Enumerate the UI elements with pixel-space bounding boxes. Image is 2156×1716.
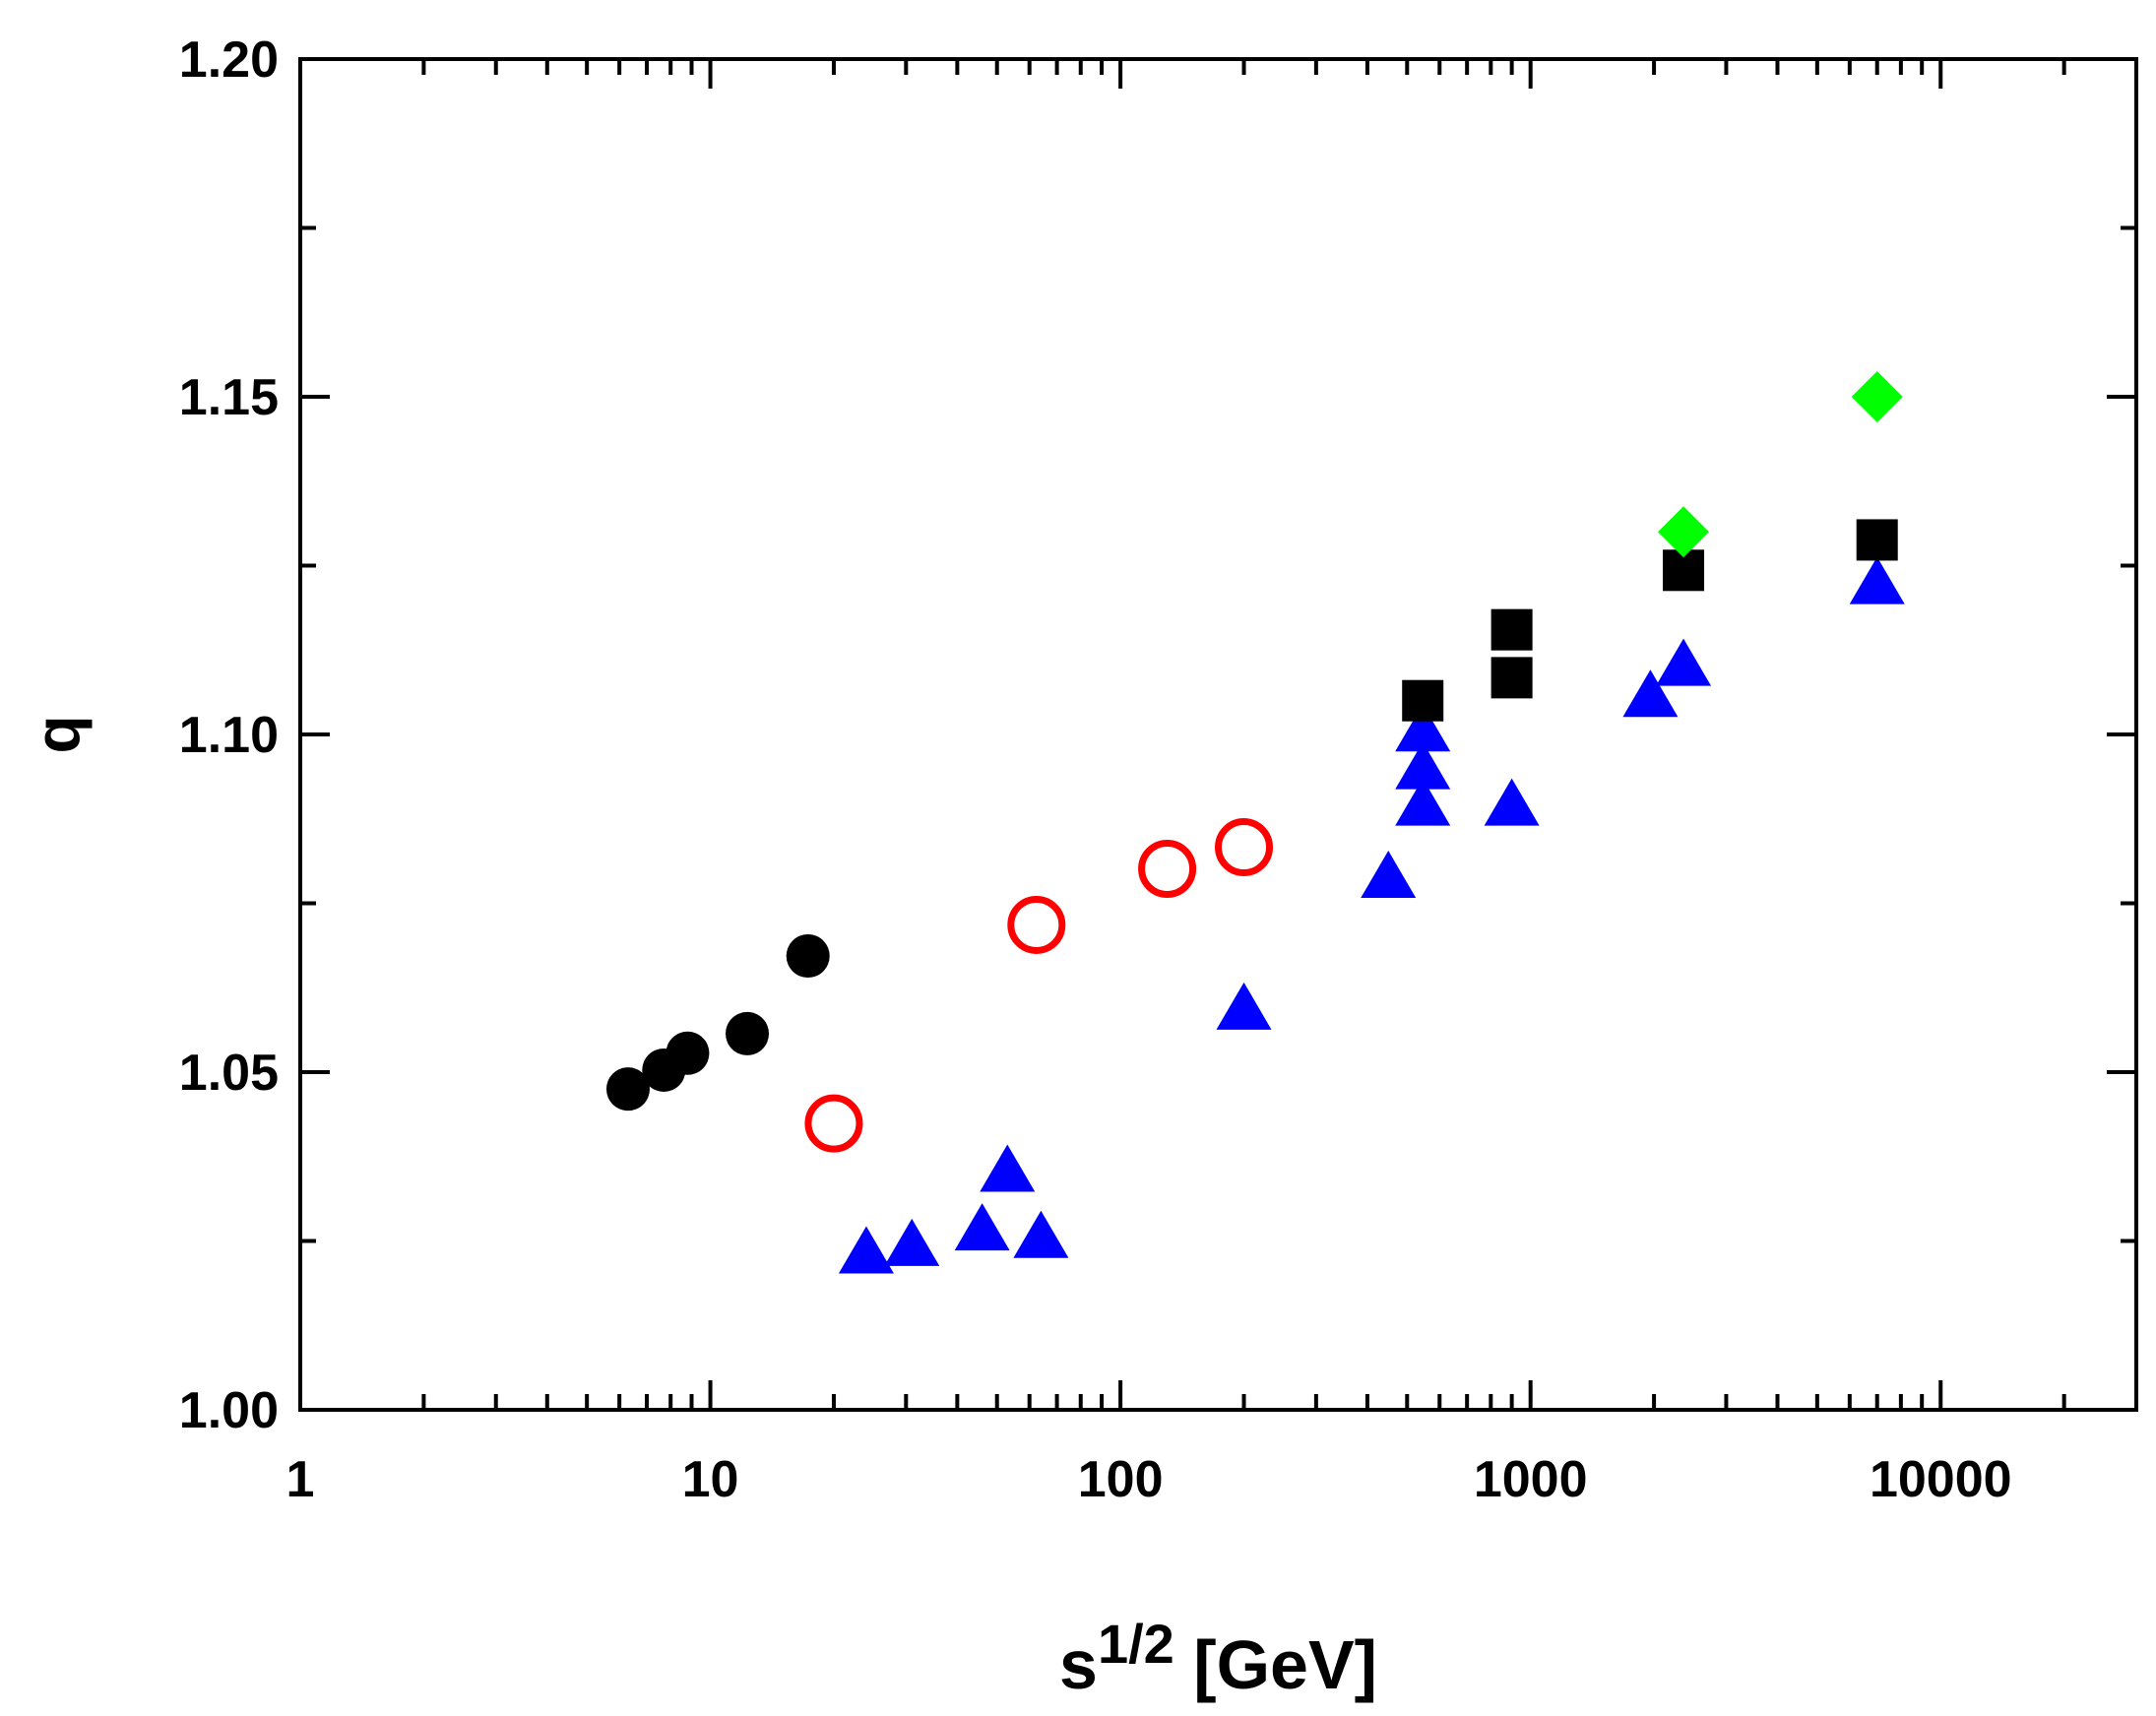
triangle-point bbox=[1216, 982, 1272, 1030]
y-tick-label: 1.10 bbox=[179, 707, 279, 764]
axes: 1 10 100 1000 10000 1.00 1.05 1.10 1.15 1.20 bbox=[179, 32, 2138, 1508]
x-axis-title-unit: [GeV] bbox=[1174, 1626, 1377, 1703]
open-circle-point bbox=[1138, 840, 1197, 899]
plot-markers bbox=[605, 371, 1905, 1274]
triangle-point bbox=[1013, 1210, 1069, 1258]
triangle-point bbox=[1849, 556, 1905, 604]
y-tick-label: 1.00 bbox=[179, 1382, 279, 1439]
x-tick-label: 10000 bbox=[1870, 1451, 2012, 1508]
triangle-point bbox=[1622, 669, 1679, 718]
triangle-point bbox=[838, 1226, 894, 1274]
triangle-point bbox=[884, 1218, 940, 1266]
x-tick-label: 100 bbox=[1078, 1451, 1164, 1508]
triangle-point bbox=[1484, 778, 1540, 826]
triangle-point bbox=[954, 1203, 1010, 1251]
x-tick-label: 1 bbox=[286, 1451, 315, 1508]
x-axis-title: s1/2 [GeV] bbox=[1059, 1613, 1377, 1703]
filled-circle-point bbox=[786, 934, 830, 979]
triangle-point bbox=[1361, 851, 1417, 899]
filled-circle-point bbox=[726, 1011, 770, 1055]
triangle-point bbox=[1656, 638, 1712, 686]
x-tick-label: 10 bbox=[682, 1451, 739, 1508]
filled-circle-point bbox=[666, 1031, 710, 1075]
diamond-point bbox=[1851, 371, 1903, 422]
y-tick-label: 1.20 bbox=[179, 32, 279, 89]
square-point bbox=[1490, 608, 1533, 651]
plot-frame bbox=[298, 57, 2138, 1412]
triangle-point bbox=[1395, 778, 1451, 826]
y-tick-label: 1.15 bbox=[179, 369, 279, 426]
x-axis-title-superscript: 1/2 bbox=[1098, 1613, 1174, 1675]
open-circle-point bbox=[804, 1094, 863, 1153]
square-point bbox=[1490, 657, 1533, 699]
y-axis-title: q bbox=[22, 715, 93, 753]
open-circle-point bbox=[1215, 818, 1274, 877]
x-tick-label: 1000 bbox=[1474, 1451, 1588, 1508]
open-circle-point bbox=[1007, 895, 1066, 954]
square-point bbox=[1856, 519, 1898, 561]
square-point bbox=[1402, 679, 1444, 722]
filled-circle-point bbox=[605, 1067, 650, 1112]
triangle-point bbox=[1395, 704, 1451, 752]
y-tick-label: 1.05 bbox=[179, 1045, 279, 1102]
triangle-point bbox=[1395, 741, 1451, 790]
x-axis-title-base: s bbox=[1059, 1626, 1098, 1703]
diamond-point bbox=[1658, 506, 1710, 558]
triangle-point bbox=[980, 1144, 1036, 1192]
